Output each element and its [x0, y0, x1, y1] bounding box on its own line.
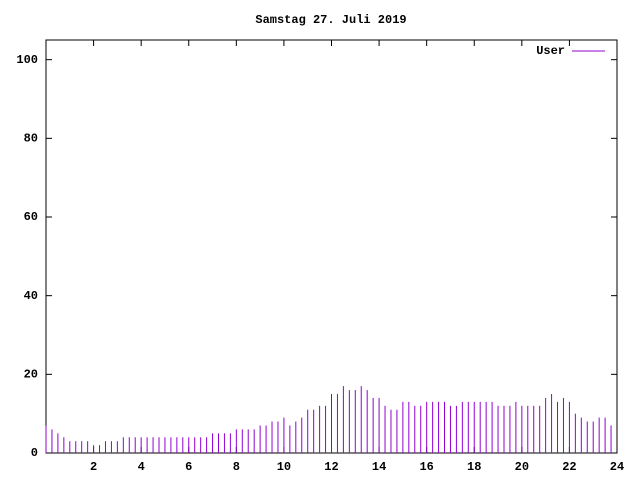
x-tick-label: 24	[610, 460, 624, 474]
x-tick-label: 18	[467, 460, 481, 474]
x-tick-label: 6	[185, 460, 192, 474]
x-tick-label: 20	[515, 460, 529, 474]
x-tick-label: 12	[324, 460, 338, 474]
x-tick-label: 22	[562, 460, 576, 474]
y-tick-label: 60	[24, 210, 38, 224]
legend-label: User	[536, 44, 565, 58]
x-tick-label: 8	[233, 460, 240, 474]
x-tick-label: 16	[419, 460, 433, 474]
x-tick-label: 2	[90, 460, 97, 474]
x-tick-label: 10	[277, 460, 291, 474]
plot-frame	[45, 39, 618, 454]
x-tick-label: 4	[138, 460, 145, 474]
y-tick-label: 40	[24, 289, 38, 303]
y-tick-label: 80	[24, 132, 38, 146]
y-tick-label: 0	[31, 446, 38, 460]
chart-title: Samstag 27. Juli 2019	[255, 13, 406, 27]
y-tick-label: 100	[16, 53, 38, 67]
x-tick-label: 14	[372, 460, 386, 474]
y-tick-label: 20	[24, 368, 38, 382]
